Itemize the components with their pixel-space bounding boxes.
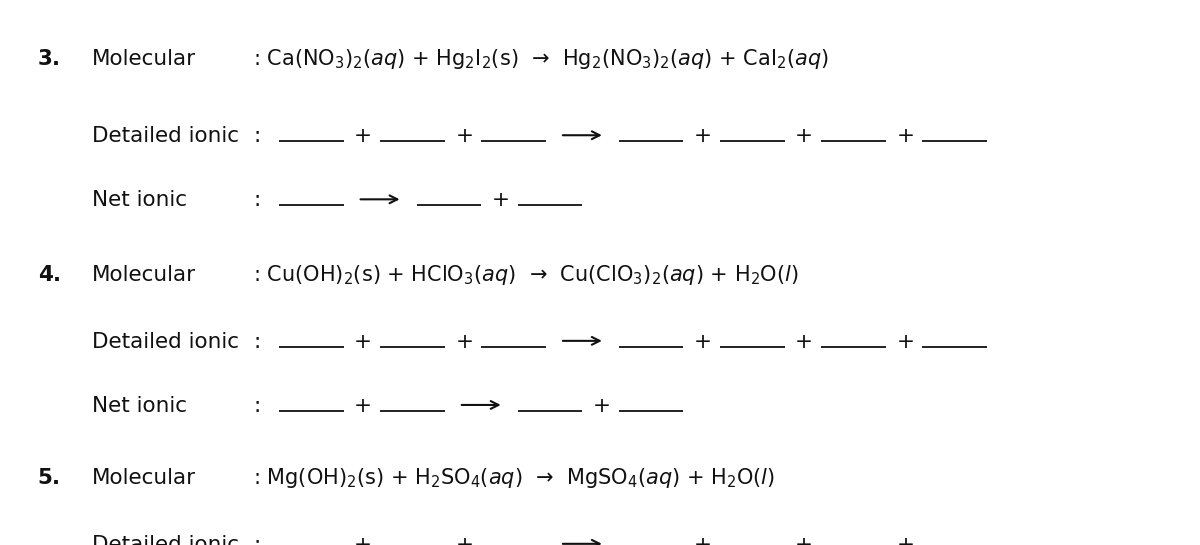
Text: 3.: 3. <box>38 49 61 69</box>
Text: +: + <box>796 535 814 545</box>
Text: :: : <box>253 126 260 146</box>
Text: :: : <box>253 332 260 352</box>
Text: +: + <box>492 190 510 210</box>
Text: Molecular: Molecular <box>92 468 196 488</box>
Text: 5.: 5. <box>38 468 61 488</box>
Text: : $\mathregular{Mg(OH)_2}$(s) + $\mathregular{H_2SO_4}$($\mathit{aq}$)  →  $\mat: : $\mathregular{Mg(OH)_2}$(s) + $\mathre… <box>253 466 775 490</box>
Text: +: + <box>455 535 473 545</box>
Text: +: + <box>694 332 712 352</box>
Text: +: + <box>796 332 814 352</box>
Text: +: + <box>593 396 611 416</box>
Text: Net ionic: Net ionic <box>92 190 187 210</box>
Text: :: : <box>253 396 260 416</box>
Text: : $\mathregular{Cu(OH)_2}$(s) + $\mathregular{HClO_3}$($\mathit{aq}$)  →  $\math: : $\mathregular{Cu(OH)_2}$(s) + $\mathre… <box>253 263 799 287</box>
Text: +: + <box>896 535 914 545</box>
Text: :: : <box>253 190 260 210</box>
Text: : $\mathregular{Ca(NO_3)_2}$($\mathit{aq}$) + $\mathregular{Hg_2I_2}$(s)  →  $\m: : $\mathregular{Ca(NO_3)_2}$($\mathit{aq… <box>253 47 829 71</box>
Text: Molecular: Molecular <box>92 49 196 69</box>
Text: +: + <box>455 126 473 146</box>
Text: +: + <box>354 396 372 416</box>
Text: Detailed ionic: Detailed ionic <box>92 332 239 352</box>
Text: +: + <box>455 332 473 352</box>
Text: Detailed ionic: Detailed ionic <box>92 126 239 146</box>
Text: Net ionic: Net ionic <box>92 396 187 416</box>
Text: 4.: 4. <box>38 265 61 285</box>
Text: +: + <box>694 126 712 146</box>
Text: +: + <box>694 535 712 545</box>
Text: +: + <box>354 535 372 545</box>
Text: :: : <box>253 535 260 545</box>
Text: +: + <box>354 332 372 352</box>
Text: +: + <box>896 126 914 146</box>
Text: +: + <box>354 126 372 146</box>
Text: Detailed ionic: Detailed ionic <box>92 535 239 545</box>
Text: +: + <box>896 332 914 352</box>
Text: +: + <box>796 126 814 146</box>
Text: Molecular: Molecular <box>92 265 196 285</box>
